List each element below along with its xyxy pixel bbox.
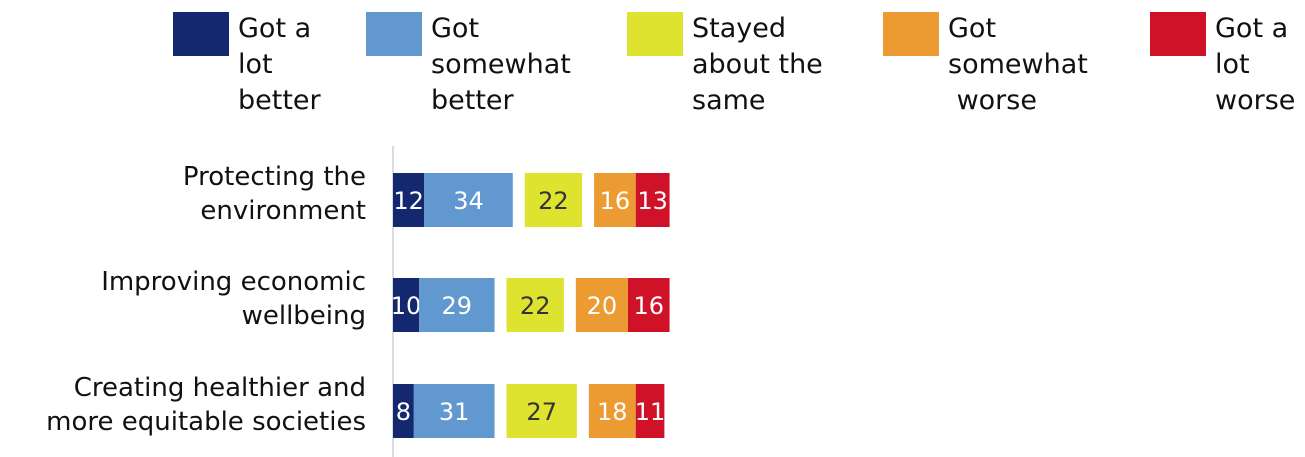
bar-improving-economic-wellbeing-stayed-about-the-same: [506, 278, 564, 332]
legend-label-got-somewhat-better-line-3: better: [431, 85, 515, 116]
legend-label-got-somewhat-better-line-2: somewhat: [431, 49, 571, 80]
category-label-improving-economic-wellbeing: Improving economic wellbeing: [101, 267, 366, 331]
legend-label-got-somewhat-worse-line-1: Got: [948, 13, 996, 44]
category-label-creating-healthier-and-more-equitable-societies-line-1: Creating healthier and: [74, 373, 366, 403]
data-label-creating-healthier-and-more-equitable-societies-got-a-lot-better: 8: [396, 398, 411, 426]
legend-swatch-got-somewhat-worse: [883, 12, 939, 56]
data-label-protecting-the-environment-got-a-lot-better: 12: [393, 187, 424, 215]
data-label-creating-healthier-and-more-equitable-societies-got-somewhat-better: 31: [439, 398, 470, 426]
data-label-improving-economic-wellbeing-got-a-lot-worse: 16: [633, 292, 664, 320]
data-label-protecting-the-environment-got-somewhat-worse: 16: [600, 187, 631, 215]
bar-creating-healthier-and-more-equitable-societies-got-somewhat-worse: [588, 384, 636, 438]
category-label-protecting-the-environment: Protecting the environment: [183, 162, 366, 226]
data-label-creating-healthier-and-more-equitable-societies-got-somewhat-worse: 18: [597, 398, 628, 426]
category-label-creating-healthier-and-more-equitable-societies-line-2: more equitable societies: [46, 407, 366, 437]
bar-creating-healthier-and-more-equitable-societies-got-somewhat-better: [413, 384, 495, 438]
bar-improving-economic-wellbeing-got-a-lot-better: [393, 278, 420, 332]
data-label-improving-economic-wellbeing-got-somewhat-worse: 20: [587, 292, 618, 320]
bar-creating-healthier-and-more-equitable-societies-stayed-about-the-same: [506, 384, 577, 438]
bar-improving-economic-wellbeing-got-somewhat-worse: [575, 278, 628, 332]
data-label-creating-healthier-and-more-equitable-societies-got-a-lot-worse: 11: [635, 398, 666, 426]
legend-item-got-somewhat-better: Got somewhat better: [366, 12, 571, 116]
legend-item-got-a-lot-better: Got a lot better: [173, 12, 322, 116]
legend-swatch-got-a-lot-better: [173, 12, 229, 56]
bar-protecting-the-environment-stayed-about-the-same: [524, 173, 583, 227]
bar-protecting-the-environment-got-a-lot-worse: [635, 173, 670, 227]
bar-creating-healthier-and-more-equitable-societies-got-a-lot-better: [393, 384, 414, 438]
bar-improving-economic-wellbeing-got-somewhat-better: [419, 278, 495, 332]
legend-label-got-somewhat-better-line-1: Got: [431, 13, 479, 44]
legend-swatch-got-somewhat-better: [366, 12, 422, 56]
legend-item-got-somewhat-worse: Got somewhat worse: [883, 12, 1088, 116]
category-label-protecting-the-environment-line-2: environment: [200, 196, 366, 226]
legend-swatch-got-a-lot-worse: [1150, 12, 1206, 56]
data-label-improving-economic-wellbeing-stayed-about-the-same: 22: [520, 292, 551, 320]
legend-swatch-stayed-about-the-same: [627, 12, 683, 56]
bar-improving-economic-wellbeing-got-a-lot-worse: [627, 278, 670, 332]
legend-label-got-a-lot-worse-line-3: worse: [1215, 85, 1295, 116]
legend-label-stayed-about-the-same-line-1: Stayed: [692, 13, 786, 44]
bar-row-protecting-the-environment: 12 34 22 16 13: [393, 173, 670, 227]
legend-item-got-a-lot-worse: Got a lot worse: [1150, 12, 1295, 116]
legend-label-got-somewhat-worse-line-2: somewhat: [948, 49, 1088, 80]
legend-label-stayed-about-the-same-line-2: about the: [692, 49, 823, 80]
legend-label-got-a-lot-worse-line-2: lot: [1215, 49, 1250, 80]
category-labels: Protecting the environment Improving econo…: [46, 162, 366, 437]
legend-label-got-a-lot-worse-line-1: Got a: [1215, 13, 1288, 44]
data-label-creating-healthier-and-more-equitable-societies-stayed-about-the-same: 27: [526, 398, 557, 426]
category-label-improving-economic-wellbeing-line-1: Improving economic: [101, 267, 366, 297]
bar-row-creating-healthier-and-more-equitable-societies: 8 31 27 18 11: [393, 384, 665, 438]
category-label-improving-economic-wellbeing-line-2: wellbeing: [242, 301, 366, 331]
bar-protecting-the-environment-got-a-lot-better: [393, 173, 425, 227]
legend-label-got-a-lot-better-line-1: Got a: [238, 13, 311, 44]
bar-protecting-the-environment-got-somewhat-better: [424, 173, 513, 227]
data-label-improving-economic-wellbeing-got-somewhat-better: 29: [442, 292, 473, 320]
bar-creating-healthier-and-more-equitable-societies-got-a-lot-worse: [635, 384, 665, 438]
data-label-improving-economic-wellbeing-got-a-lot-better: 10: [391, 292, 422, 320]
legend-label-stayed-about-the-same-line-3: same: [692, 85, 766, 116]
bar-protecting-the-environment-got-somewhat-worse: [594, 173, 636, 227]
legend-item-stayed-about-the-same: Stayed about the same: [627, 12, 823, 116]
bar-row-improving-economic-wellbeing: 10 29 22 20 16: [391, 278, 670, 332]
category-label-protecting-the-environment-line-1: Protecting the: [183, 162, 366, 192]
category-label-creating-healthier-and-more-equitable-societies: Creating healthier and more equitable soc…: [46, 373, 366, 437]
data-label-protecting-the-environment-stayed-about-the-same: 22: [538, 187, 569, 215]
legend-label-got-a-lot-better-line-2: lot: [238, 49, 273, 80]
legend-label-got-a-lot-better-line-3: better: [238, 85, 322, 116]
data-label-protecting-the-environment-got-somewhat-better: 34: [453, 187, 484, 215]
data-label-protecting-the-environment-got-a-lot-worse: 13: [637, 187, 668, 215]
legend: Got a lot better Got somewhat better Stayed abo…: [173, 12, 1295, 116]
legend-label-got-somewhat-worse-line-3: worse: [948, 85, 1037, 116]
